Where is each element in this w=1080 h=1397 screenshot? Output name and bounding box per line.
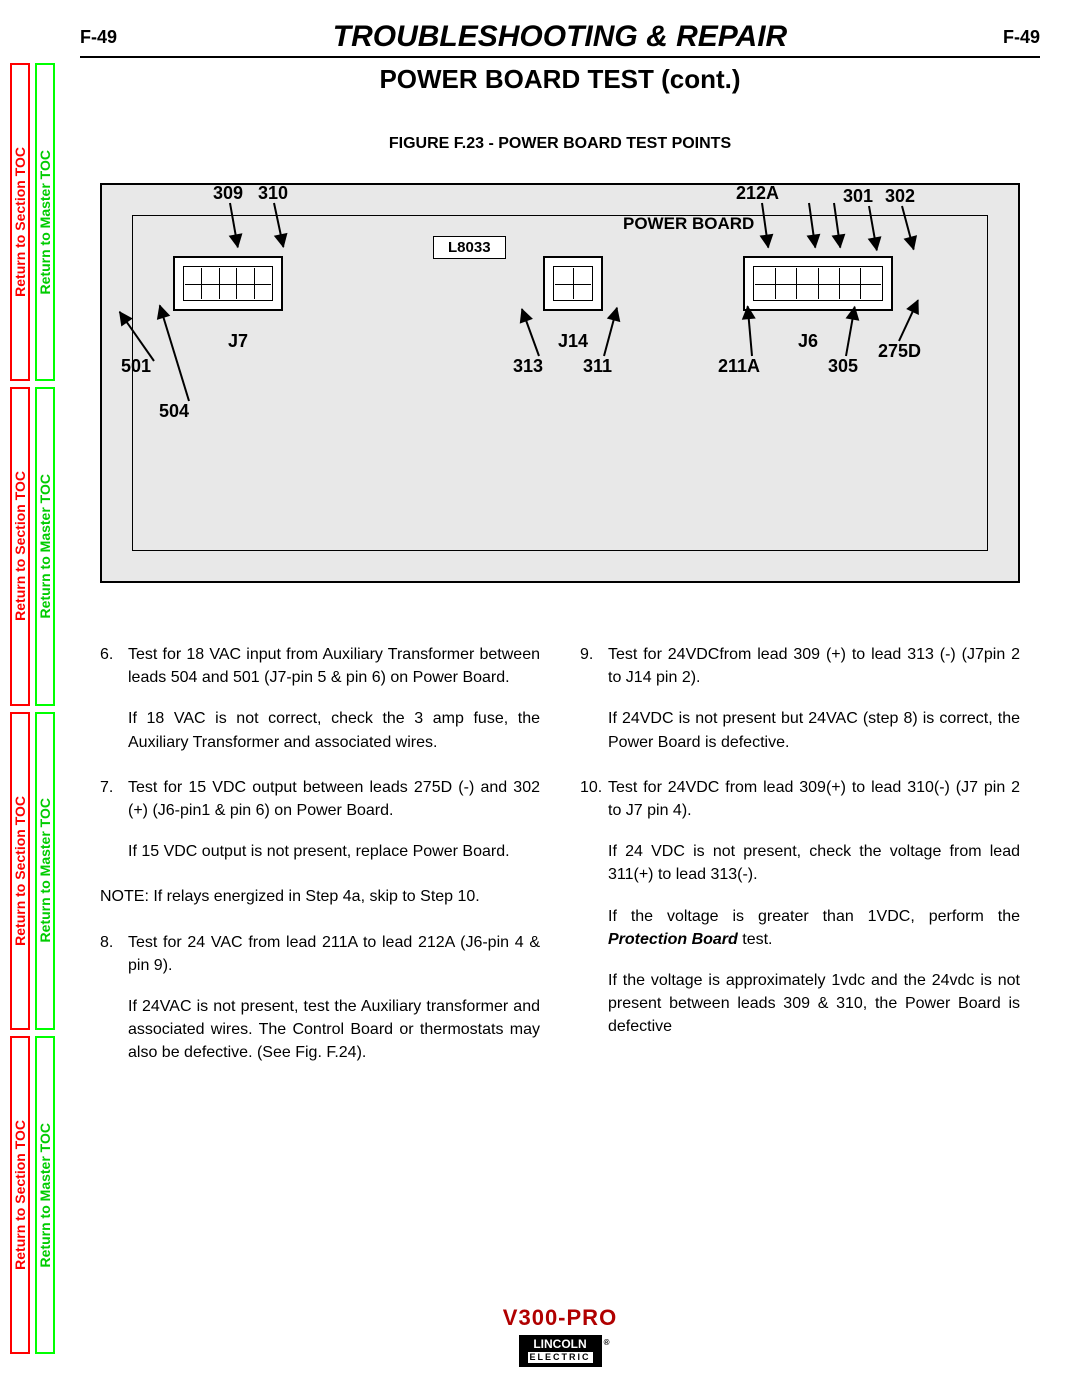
return-section-toc-link[interactable]: Return to Section TOC [10, 1036, 30, 1354]
arrow-275d [898, 300, 919, 342]
pin-302: 302 [885, 186, 915, 207]
j6-label: J6 [798, 331, 818, 352]
l8033-label: L8033 [433, 236, 506, 259]
return-master-toc-link[interactable]: Return to Master TOC [35, 63, 55, 381]
pin-211a: 211A [718, 356, 760, 377]
connector-j7 [173, 256, 283, 311]
pin-310: 310 [258, 183, 288, 204]
arrow-302 [901, 206, 915, 250]
arrow-313 [521, 309, 540, 357]
arrow-504 [159, 305, 190, 401]
page-number-left: F-49 [80, 27, 117, 48]
arrow-310 [273, 203, 284, 247]
return-section-toc-link[interactable]: Return to Section TOC [10, 712, 30, 1030]
step-10c: If the voltage is greater than 1VDC, per… [608, 905, 1020, 951]
pin-275d: 275D [878, 341, 921, 362]
return-section-toc-link[interactable]: Return to Section TOC [10, 63, 30, 381]
arrow-212a-3 [833, 203, 841, 248]
page-subtitle: POWER BOARD TEST (cont.) [80, 64, 1040, 95]
arrow-301 [868, 206, 878, 251]
master-toc-column: Return to Master TOC Return to Master TO… [35, 60, 55, 1357]
return-master-toc-link[interactable]: Return to Master TOC [35, 387, 55, 705]
pin-313: 313 [513, 356, 543, 377]
step-8: 8. Test for 24 VAC from lead 211A to lea… [100, 931, 540, 1065]
pin-504: 504 [159, 401, 189, 422]
pin-501: 501 [121, 356, 151, 377]
pin-305: 305 [828, 356, 858, 377]
side-tabs: Return to Section TOC Return to Section … [10, 60, 60, 1357]
pin-301: 301 [843, 186, 873, 207]
step-10: 10. Test for 24VDC from lead 309(+) to l… [580, 776, 1020, 1039]
connector-j6 [743, 256, 893, 311]
return-section-toc-link[interactable]: Return to Section TOC [10, 387, 30, 705]
arrow-212a [761, 203, 769, 248]
procedure-columns: 6. Test for 18 VAC input from Auxiliary … [100, 643, 1020, 1086]
page-title: TROUBLESHOOTING & REPAIR [333, 20, 787, 54]
arrow-305 [845, 307, 856, 357]
footer: V300-PRO LINCOLN® ELECTRIC [80, 1305, 1040, 1367]
diagram-inner: L8033 POWER BOARD J7 J14 J6 309 310 212A… [132, 215, 988, 551]
arrow-501 [119, 311, 155, 361]
diagram: L8033 POWER BOARD J7 J14 J6 309 310 212A… [100, 183, 1020, 583]
return-master-toc-link[interactable]: Return to Master TOC [35, 712, 55, 1030]
return-master-toc-link[interactable]: Return to Master TOC [35, 1036, 55, 1354]
note-text: NOTE: If relays energized in Step 4a, sk… [100, 885, 540, 908]
left-column: 6. Test for 18 VAC input from Auxiliary … [100, 643, 540, 1086]
page-content: F-49 TROUBLESHOOTING & REPAIR F-49 POWER… [80, 20, 1040, 1377]
pin-309: 309 [213, 183, 243, 204]
model-name: V300-PRO [80, 1305, 1040, 1331]
arrow-212a-2 [808, 203, 816, 248]
figure-caption: FIGURE F.23 - POWER BOARD TEST POINTS [80, 135, 1040, 153]
step-9: 9. Test for 24VDCfrom lead 309 (+) to le… [580, 643, 1020, 754]
connector-j14 [543, 256, 603, 311]
section-toc-column: Return to Section TOC Return to Section … [10, 60, 30, 1357]
right-column: 9. Test for 24VDCfrom lead 309 (+) to le… [580, 643, 1020, 1086]
j14-label: J14 [558, 331, 588, 352]
pin-311: 311 [583, 356, 612, 377]
arrow-311 [603, 307, 618, 356]
arrow-309 [229, 203, 239, 248]
power-board-label: POWER BOARD [623, 214, 754, 234]
arrow-211a [747, 306, 753, 356]
j7-label: J7 [228, 331, 248, 352]
lincoln-logo: LINCOLN® ELECTRIC [519, 1335, 602, 1367]
page-number-right: F-49 [1003, 27, 1040, 48]
pin-212a: 212A [736, 183, 779, 204]
step-6: 6. Test for 18 VAC input from Auxiliary … [100, 643, 540, 754]
step-7: 7. Test for 15 VDC output between leads … [100, 776, 540, 864]
header: F-49 TROUBLESHOOTING & REPAIR F-49 [80, 20, 1040, 58]
